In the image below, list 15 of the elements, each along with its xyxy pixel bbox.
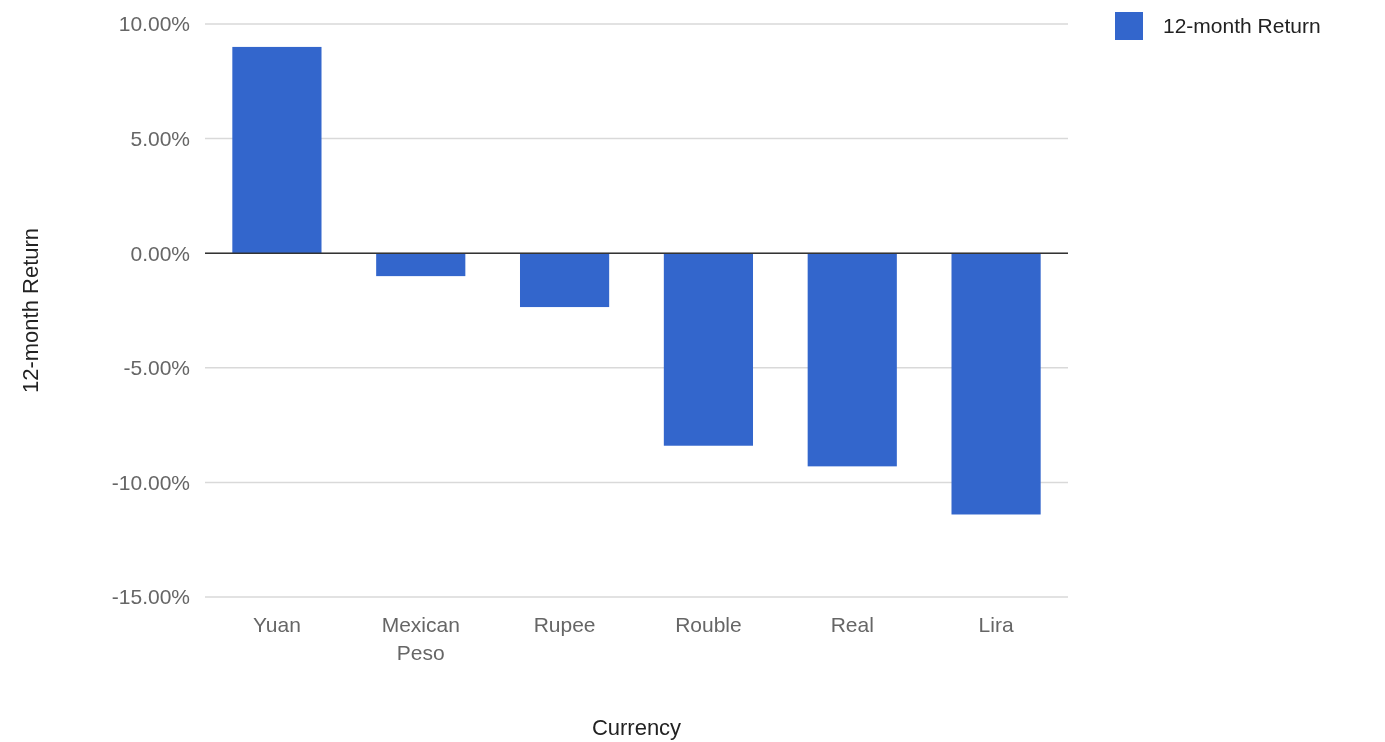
x-tick-label: Rouble [675,613,742,636]
y-tick-label: -15.00% [111,585,190,609]
y-tick-label: 10.00% [118,12,190,36]
y-axis-title: 12-month Return [18,227,43,394]
x-tick-label: Rupee [533,613,596,636]
y-tick-label: -5.00% [123,356,190,380]
x-tick-label: Lira [978,613,1014,636]
y-tick-label: 0.00% [130,241,190,265]
x-tick-label: Mexican Peso [381,613,460,664]
legend-label: 12-month Return [1163,14,1321,38]
x-tick-label: Real [830,613,874,636]
y-tick-label: -10.00% [111,470,190,494]
x-axis-title: Currency [591,715,682,740]
x-tick-label: Yuan [252,613,301,636]
y-tick-label: 5.00% [130,126,190,150]
